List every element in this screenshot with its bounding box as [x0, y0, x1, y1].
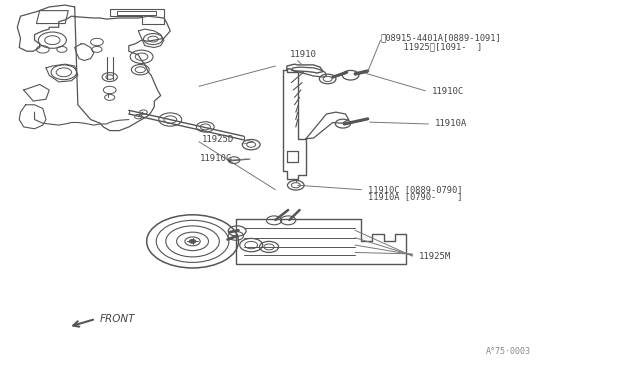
Text: 11910C: 11910C	[431, 87, 464, 96]
Text: Ⓦ08915-4401A[0889-1091]: Ⓦ08915-4401A[0889-1091]	[381, 34, 501, 43]
Text: 11910C: 11910C	[200, 154, 232, 163]
Text: 11910: 11910	[289, 51, 316, 60]
Text: A°75·0003: A°75·0003	[486, 347, 531, 356]
Text: 11910A [0790-    ]: 11910A [0790- ]	[368, 192, 462, 201]
Text: FRONT: FRONT	[100, 314, 136, 324]
Text: 11925D: 11925D	[202, 135, 234, 144]
Text: 11925Ⅱ[1091-  ]: 11925Ⅱ[1091- ]	[394, 42, 483, 51]
Text: 11910C [0889-0790]: 11910C [0889-0790]	[368, 185, 462, 194]
Text: 11910A: 11910A	[435, 119, 467, 128]
Circle shape	[189, 240, 196, 243]
Text: 11925M: 11925M	[419, 252, 451, 262]
